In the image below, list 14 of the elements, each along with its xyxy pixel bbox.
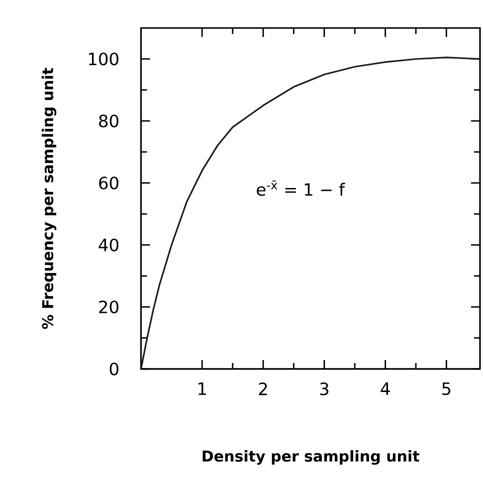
y-tick-label: 60: [99, 176, 118, 190]
y-tick-label: 40: [98, 238, 118, 252]
x-tick-label: 3: [320, 382, 328, 396]
x-axis-title: Density per sampling unit: [202, 450, 420, 465]
annotation: e$^{-x̄}$ = 1 − f: [256, 180, 346, 196]
x-tick-label: 5: [442, 382, 450, 396]
x-tick-label: 1: [198, 382, 206, 395]
y-tick-label: 20: [99, 300, 118, 314]
y-tick-label: 100: [89, 52, 118, 66]
y-axis-title: % Frequency per sampling unit: [42, 68, 56, 329]
y-tick-label: 80: [99, 114, 118, 128]
y-tick-label: 0: [110, 362, 118, 376]
x-tick-label: 2: [259, 382, 267, 396]
x-tick-label: 4: [380, 382, 390, 395]
